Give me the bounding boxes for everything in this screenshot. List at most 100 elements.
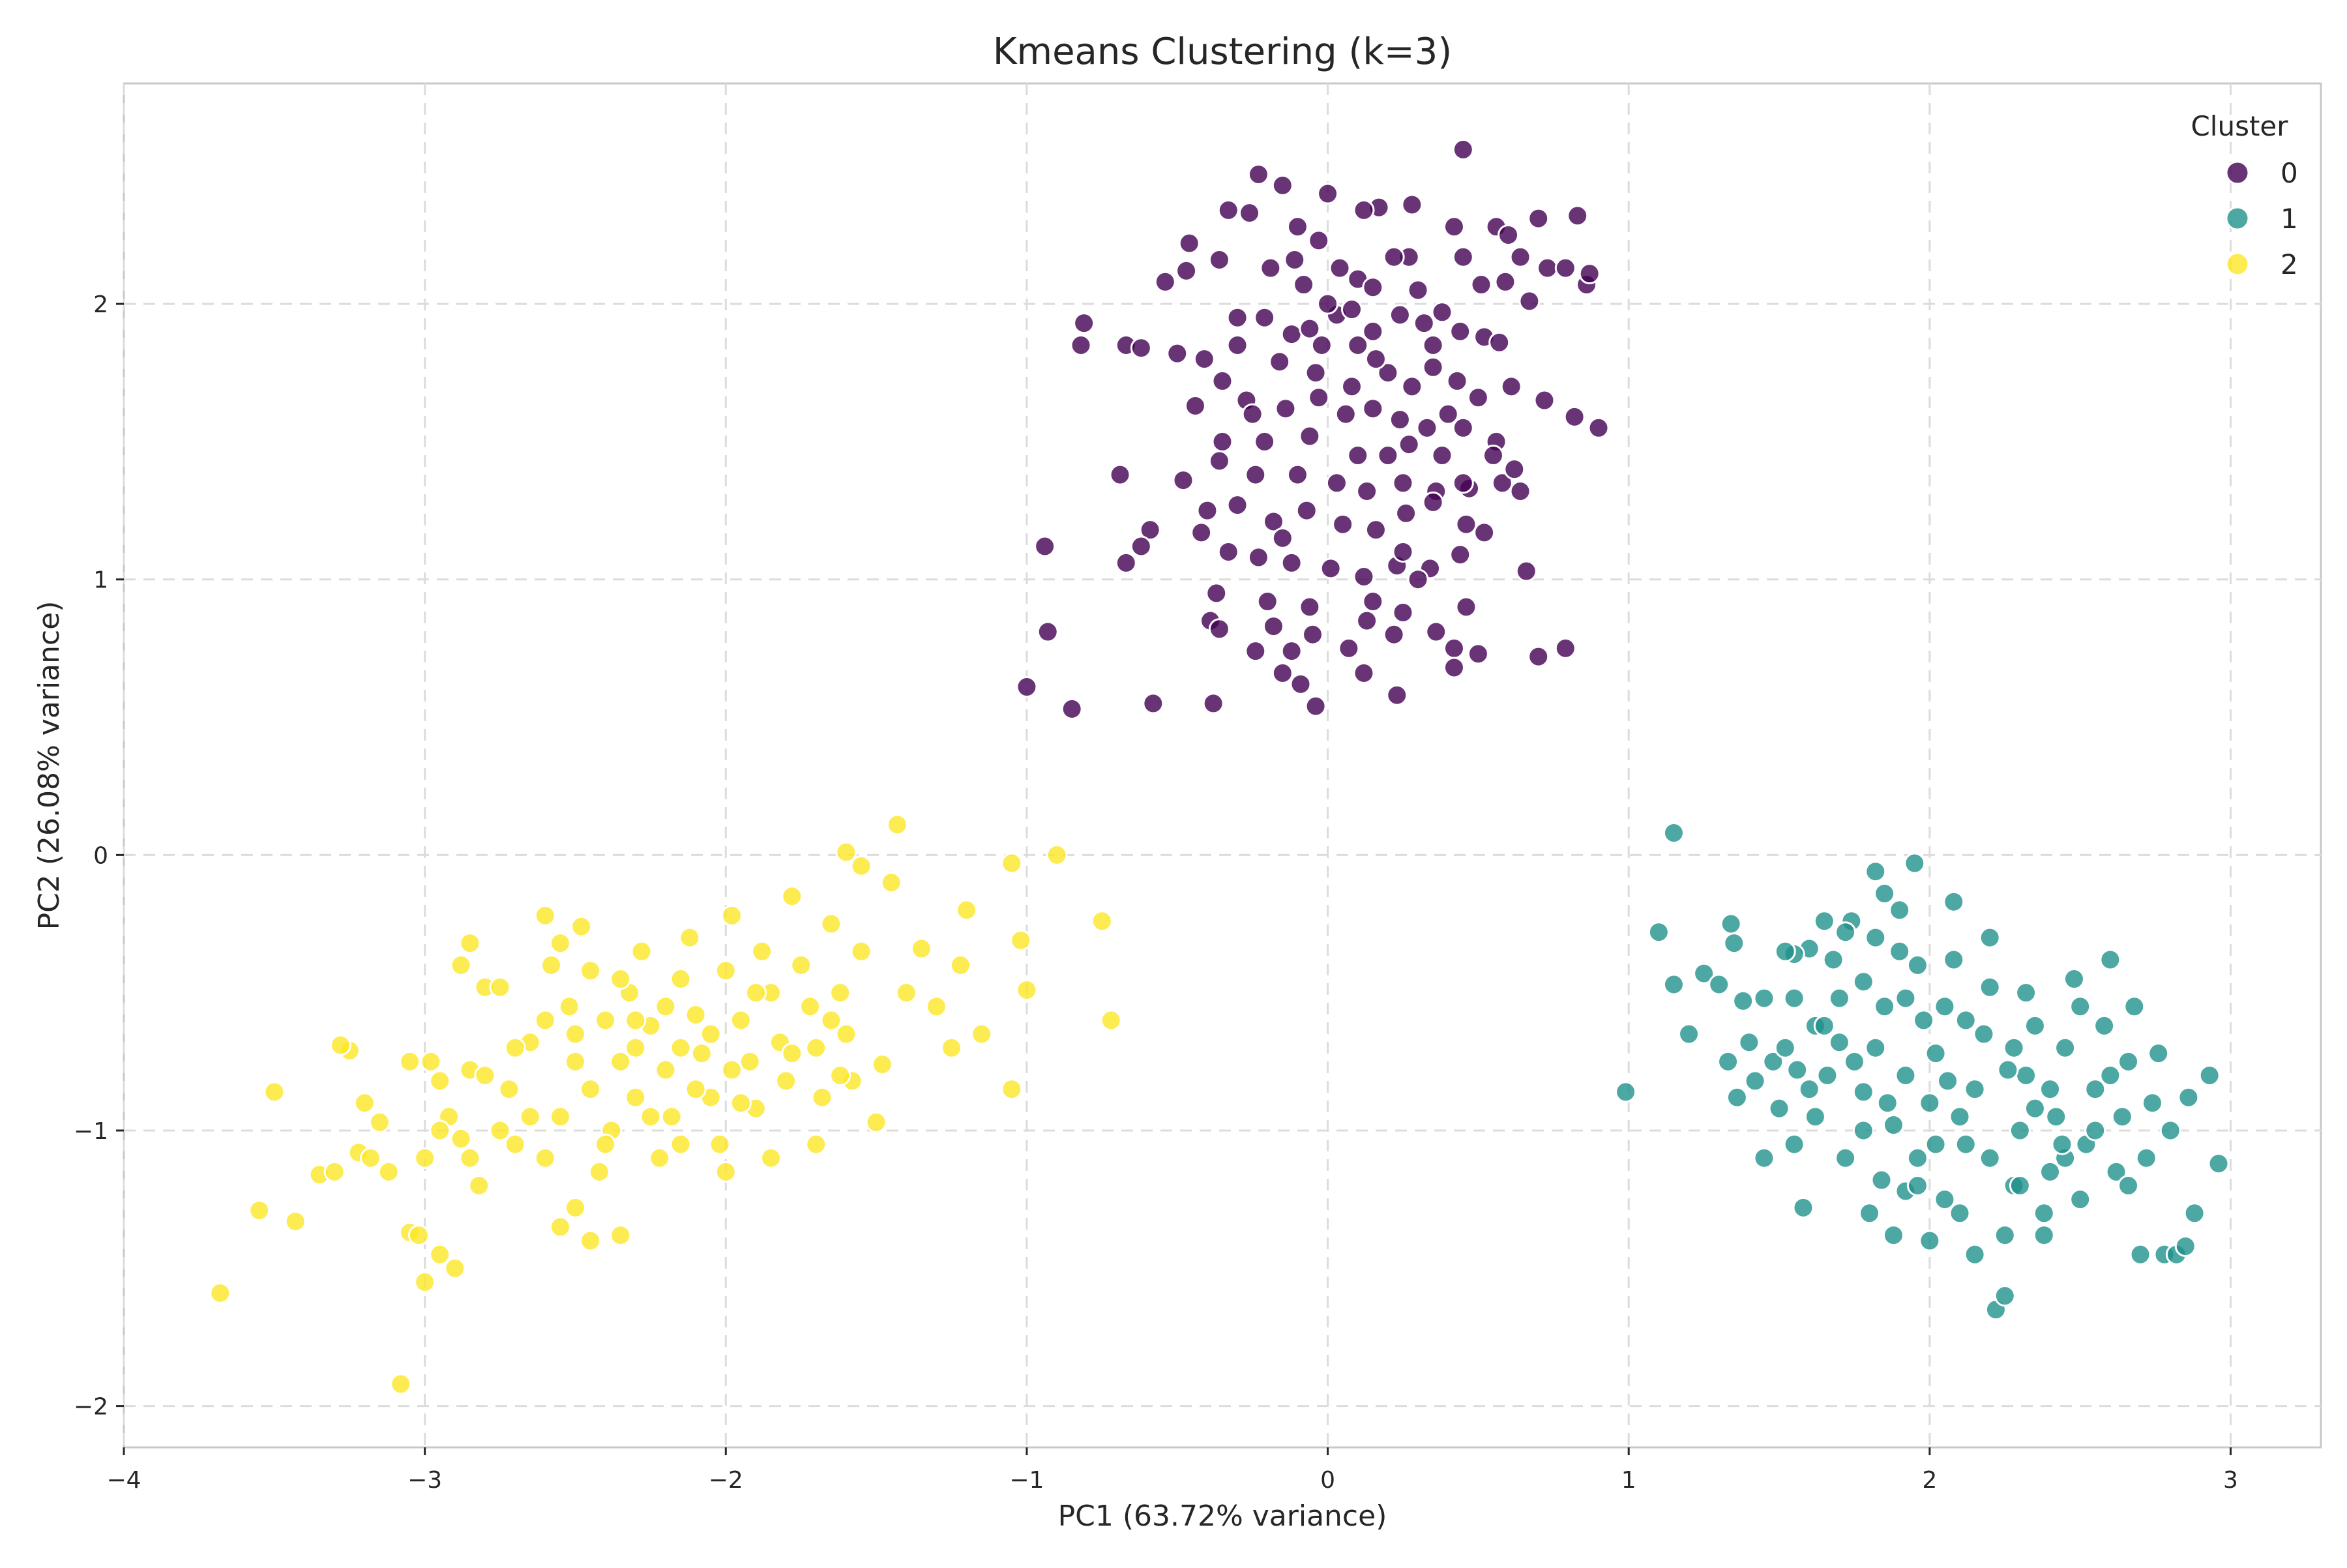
- data-point-cluster-0: [1139, 519, 1161, 541]
- data-point-cluster-1: [1913, 1009, 1935, 1031]
- data-point-cluster-0: [1587, 417, 1610, 439]
- data-point-cluster-0: [1567, 205, 1589, 227]
- data-point-cluster-0: [1202, 692, 1224, 715]
- data-point-cluster-1: [1813, 1014, 1835, 1037]
- data-point-cluster-1: [2123, 996, 2146, 1018]
- data-point-cluster-2: [949, 954, 971, 976]
- data-point-cluster-1: [2024, 1014, 2046, 1037]
- data-point-cluster-2: [781, 1043, 803, 1065]
- data-point-cluster-2: [610, 1050, 632, 1072]
- data-point-cluster-0: [1488, 331, 1511, 353]
- data-point-cluster-0: [1338, 637, 1360, 659]
- data-point-cluster-0: [1383, 246, 1405, 268]
- data-point-cluster-1: [1955, 1133, 1977, 1155]
- data-point-cluster-1: [1895, 987, 1917, 1009]
- x-tick-label: −2: [709, 1467, 743, 1494]
- data-point-cluster-0: [1449, 320, 1471, 342]
- data-point-cluster-2: [399, 1050, 421, 1072]
- data-point-cluster-0: [1377, 445, 1399, 467]
- data-point-cluster-2: [534, 904, 556, 926]
- data-point-cluster-0: [1407, 569, 1429, 591]
- data-point-cluster-2: [570, 915, 593, 938]
- data-point-cluster-2: [925, 996, 947, 1018]
- data-point-cluster-2: [248, 1200, 271, 1222]
- data-point-cluster-0: [1362, 591, 1384, 613]
- data-point-cluster-2: [745, 982, 767, 1004]
- data-point-cluster-0: [1247, 546, 1269, 569]
- data-point-cluster-0: [1482, 445, 1504, 467]
- data-point-cluster-1: [2177, 1086, 2200, 1108]
- data-point-cluster-1: [1904, 852, 1926, 874]
- data-point-cluster-1: [1828, 1031, 1850, 1054]
- data-point-cluster-2: [941, 1037, 963, 1059]
- data-point-cluster-1: [1949, 1202, 1971, 1224]
- data-point-cluster-2: [820, 913, 842, 935]
- data-point-cluster-2: [377, 1161, 400, 1183]
- x-tick-label: 3: [2223, 1467, 2238, 1494]
- data-point-cluster-2: [414, 1147, 436, 1169]
- data-point-cluster-2: [450, 954, 472, 976]
- data-point-cluster-1: [1835, 921, 1857, 943]
- data-point-cluster-2: [360, 1147, 382, 1169]
- data-point-cluster-2: [655, 1059, 677, 1081]
- data-point-cluster-0: [1365, 519, 1387, 541]
- data-point-cluster-1: [1662, 822, 1685, 844]
- data-point-cluster-0: [1416, 417, 1438, 439]
- data-point-cluster-1: [1723, 932, 1745, 954]
- data-point-cluster-1: [1720, 913, 1742, 935]
- data-point-cluster-2: [420, 1050, 442, 1072]
- data-point-cluster-2: [625, 1009, 647, 1031]
- data-point-cluster-1: [1882, 1224, 1904, 1247]
- data-point-cluster-2: [865, 1111, 887, 1133]
- data-point-cluster-1: [1865, 1037, 1887, 1059]
- data-point-cluster-0: [1299, 318, 1321, 340]
- legend-title: Cluster: [2191, 110, 2288, 142]
- data-point-cluster-0: [1498, 224, 1520, 246]
- data-point-cluster-1: [1768, 1097, 1790, 1119]
- data-point-cluster-2: [489, 976, 511, 998]
- data-point-cluster-0: [1332, 513, 1354, 535]
- data-point-cluster-0: [1193, 348, 1215, 370]
- data-point-cluster-2: [474, 1064, 496, 1086]
- data-point-cluster-1: [1774, 940, 1796, 962]
- data-point-cluster-2: [709, 1133, 731, 1155]
- data-point-cluster-1: [1955, 1009, 1977, 1031]
- data-point-cluster-1: [2039, 1078, 2061, 1101]
- data-point-cluster-2: [459, 1147, 481, 1169]
- data-point-cluster-1: [1828, 987, 1850, 1009]
- data-point-cluster-0: [1070, 334, 1092, 356]
- data-point-cluster-0: [1208, 618, 1230, 640]
- data-point-cluster-2: [670, 968, 692, 990]
- data-point-cluster-2: [323, 1161, 346, 1183]
- data-point-cluster-0: [1491, 472, 1513, 494]
- data-point-cluster-0: [1473, 522, 1496, 544]
- data-point-cluster-2: [558, 996, 580, 1018]
- data-point-cluster-1: [2009, 1119, 2031, 1142]
- data-point-cluster-1: [2111, 1106, 2133, 1128]
- data-point-cluster-0: [1422, 491, 1444, 513]
- data-point-cluster-1: [2141, 1092, 2163, 1114]
- data-point-cluster-2: [670, 1037, 692, 1059]
- data-point-cluster-2: [730, 1009, 752, 1031]
- data-point-cluster-0: [1422, 356, 1444, 378]
- y-tick-label: 2: [93, 291, 108, 318]
- data-point-cluster-1: [2084, 1119, 2106, 1142]
- data-point-cluster-1: [2009, 1175, 2031, 1197]
- data-point-cluster-0: [1211, 430, 1233, 452]
- data-point-cluster-1: [2045, 1106, 2067, 1128]
- data-point-cluster-1: [2054, 1037, 2076, 1059]
- data-point-cluster-1: [1822, 949, 1844, 971]
- data-point-cluster-1: [2063, 968, 2085, 990]
- data-point-cluster-1: [2015, 982, 2037, 1004]
- data-point-cluster-0: [1317, 183, 1339, 205]
- data-point-cluster-0: [1280, 640, 1303, 662]
- data-point-cluster-2: [850, 940, 872, 962]
- data-point-cluster-1: [1979, 926, 2001, 949]
- data-point-cluster-2: [429, 1070, 451, 1092]
- data-point-cluster-1: [1937, 1070, 1959, 1092]
- data-point-cluster-2: [414, 1271, 436, 1293]
- data-point-cluster-1: [1919, 1230, 1941, 1252]
- data-point-cluster-0: [1500, 376, 1522, 398]
- data-point-cluster-2: [685, 1078, 707, 1101]
